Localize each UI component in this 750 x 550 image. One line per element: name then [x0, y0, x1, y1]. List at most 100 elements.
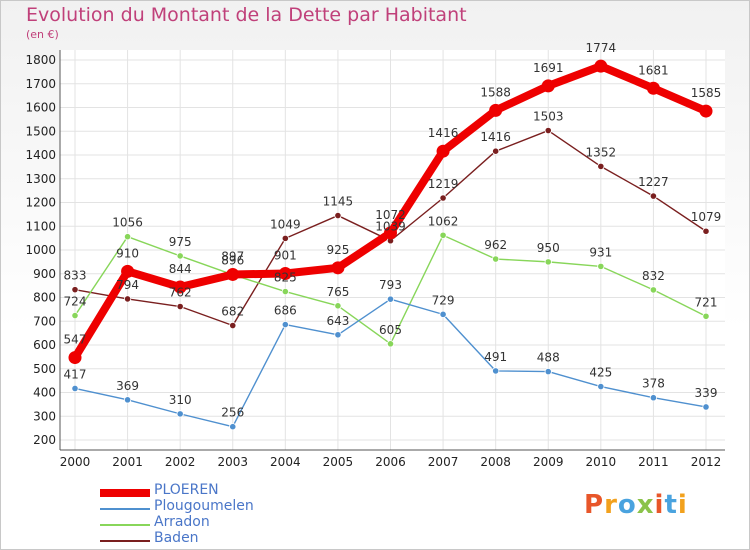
data-label-plougoumelen: 425 [589, 366, 612, 380]
point-baden [492, 147, 500, 155]
data-label-arradon: 724 [64, 295, 87, 309]
point-plougoumelen [281, 320, 289, 329]
point-ploeren [594, 59, 608, 73]
data-label-baden: 1145 [323, 195, 354, 209]
point-plougoumelen [597, 382, 605, 391]
data-label-ploeren: 1072 [375, 208, 406, 222]
x-tick-label: 2009 [533, 455, 564, 469]
legend-label: Plougoumelen [154, 498, 254, 514]
data-label-baden: 1352 [586, 145, 617, 159]
y-tick-label: 600 [33, 338, 56, 352]
x-tick-label: 2004 [270, 455, 301, 469]
point-baden [281, 234, 289, 242]
point-plougoumelen [71, 384, 79, 393]
data-label-plougoumelen: 793 [379, 278, 402, 292]
point-arradon [123, 233, 132, 241]
point-baden [123, 295, 132, 303]
point-arradon [439, 231, 447, 239]
data-label-ploeren: 1774 [586, 41, 617, 55]
data-label-arradon: 950 [537, 241, 560, 255]
data-label-arradon: 896 [221, 254, 244, 268]
y-tick-label: 1000 [25, 243, 56, 257]
data-label-ploeren: 1681 [638, 63, 669, 77]
logo-letter: i [654, 490, 665, 520]
point-arradon [281, 287, 289, 296]
point-arradon [334, 302, 342, 310]
point-baden [702, 227, 710, 235]
data-label-baden: 794 [116, 278, 139, 292]
logo-letter: o [617, 490, 637, 520]
point-plougoumelen [123, 396, 132, 404]
data-label-arradon: 931 [589, 245, 612, 259]
point-plougoumelen [649, 394, 658, 402]
data-label-arradon: 1056 [112, 216, 143, 230]
point-baden [176, 302, 184, 311]
data-label-baden: 1503 [533, 110, 564, 124]
x-tick-label: 2008 [480, 455, 511, 469]
legend-swatch [100, 508, 150, 510]
data-label-baden: 762 [169, 286, 192, 300]
x-tick-label: 2000 [60, 455, 91, 469]
x-tick-label: 2011 [638, 455, 669, 469]
data-label-baden: 833 [64, 269, 87, 283]
data-label-arradon: 605 [379, 323, 402, 337]
data-label-ploeren: 1588 [480, 85, 511, 99]
data-label-ploeren: 897 [221, 249, 244, 263]
data-label-arradon: 825 [274, 271, 297, 285]
x-tick-label: 2002 [165, 455, 196, 469]
data-label-plougoumelen: 339 [695, 386, 718, 400]
logo-letter: i [677, 490, 688, 520]
point-arradon [71, 311, 79, 320]
chart-title: Evolution du Montant de la Dette par Hab… [26, 4, 467, 26]
y-tick-label: 1500 [25, 124, 56, 138]
chart-subtitle: (en €) [26, 28, 59, 41]
data-label-baden: 1416 [480, 130, 511, 144]
legend-swatch [100, 524, 150, 526]
data-label-plougoumelen: 369 [116, 379, 139, 393]
data-label-arradon: 721 [695, 295, 718, 309]
point-ploeren [278, 267, 292, 281]
x-tick-label: 2006 [375, 455, 406, 469]
logo-letter: x [636, 490, 655, 520]
legend-swatch [100, 489, 150, 497]
x-tick-label: 2001 [112, 455, 143, 469]
data-label-ploeren: 1585 [691, 86, 722, 100]
data-label-plougoumelen: 729 [432, 293, 455, 307]
point-ploeren [173, 280, 187, 294]
y-tick-label: 200 [33, 433, 56, 447]
point-arradon [544, 258, 552, 266]
data-label-plougoumelen: 686 [274, 304, 297, 318]
y-tick-label: 1100 [25, 219, 56, 233]
point-arradon [597, 262, 605, 270]
data-label-ploeren: 547 [64, 333, 87, 347]
point-plougoumelen [334, 331, 342, 339]
legend-swatch [100, 540, 150, 542]
x-tick-label: 2005 [323, 455, 354, 469]
point-arradon [492, 255, 500, 263]
point-plougoumelen [229, 423, 237, 431]
data-label-baden: 682 [221, 305, 244, 319]
data-label-ploeren: 910 [116, 246, 139, 260]
y-tick-label: 1700 [25, 77, 56, 91]
point-ploeren [489, 103, 503, 117]
y-tick-label: 1400 [25, 148, 56, 162]
data-label-plougoumelen: 488 [537, 351, 560, 365]
y-tick-label: 1200 [25, 196, 56, 210]
data-label-plougoumelen: 256 [221, 406, 244, 420]
point-baden [71, 286, 79, 294]
data-label-arradon: 765 [326, 285, 349, 299]
data-label-ploeren: 1416 [428, 126, 459, 140]
x-tick-label: 2012 [691, 455, 722, 469]
point-ploeren [541, 79, 555, 93]
point-arradon [702, 312, 710, 320]
data-label-plougoumelen: 378 [642, 377, 665, 391]
point-baden [229, 321, 237, 330]
point-baden [597, 162, 605, 170]
data-label-plougoumelen: 643 [326, 314, 349, 328]
legend-label: Baden [154, 530, 199, 546]
data-label-ploeren: 901 [274, 249, 297, 263]
data-label-ploeren: 1691 [533, 61, 564, 75]
proxiti-logo: Proxiti [584, 490, 688, 520]
y-tick-label: 1600 [25, 101, 56, 115]
